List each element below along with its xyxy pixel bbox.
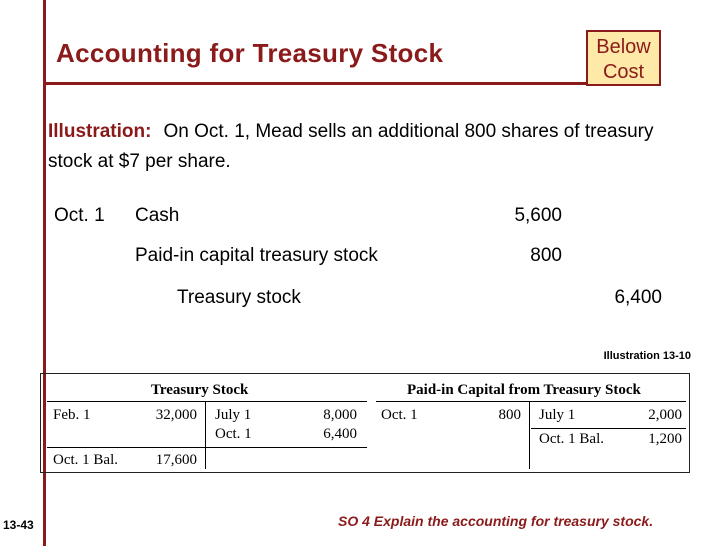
t-account-top-rule xyxy=(47,401,367,402)
ts-left-value-1: 32,000 xyxy=(155,407,197,423)
ts-right-value-2: 6,400 xyxy=(323,426,357,442)
badge-line-1: Below xyxy=(596,36,651,58)
pic-left-value-1: 800 xyxy=(498,407,522,423)
slide-number: 13-43 xyxy=(3,518,34,532)
pic-right-value-1: 2,000 xyxy=(648,407,682,423)
journal-account-treasury: Treasury stock xyxy=(177,287,301,308)
title-underline xyxy=(43,82,593,85)
below-cost-badge: Below Cost xyxy=(586,30,661,86)
t-accounts-panel: Treasury Stock Feb. 1 32,000 July 1 8,00… xyxy=(40,373,690,473)
t-account-title-paid-in: Paid-in Capital from Treasury Stock xyxy=(407,382,641,398)
t-account-top-rule xyxy=(376,401,686,402)
illustration-paragraph: Illustration: On Oct. 1, Mead sells an ad… xyxy=(48,117,688,177)
study-objective-text: SO 4 Explain the accounting for treasury… xyxy=(338,513,654,529)
pic-right-label-1: July 1 xyxy=(539,407,576,423)
journal-debit-paid-in: 800 xyxy=(530,245,562,266)
t-account-balance-rule xyxy=(531,428,686,429)
journal-credit-treasury: 6,400 xyxy=(614,287,662,308)
pic-right-value-2: 1,200 xyxy=(648,431,682,447)
journal-account-cash: Cash xyxy=(135,205,180,226)
journal-debit-cash: 5,600 xyxy=(514,205,562,226)
ts-right-value-1: 8,000 xyxy=(323,407,357,423)
illustration-reference: Illustration 13-10 xyxy=(603,350,691,362)
ts-left-label-2: Oct. 1 Bal. xyxy=(53,452,118,468)
page-title: Accounting for Treasury Stock xyxy=(56,38,444,68)
t-account-title-treasury: Treasury Stock xyxy=(151,382,249,398)
ts-right-label-1: July 1 xyxy=(215,407,252,423)
study-objective: SO 4 Explain the accounting for treasury… xyxy=(338,513,653,529)
ts-right-label-2: Oct. 1 xyxy=(215,426,252,442)
t-account-balance-rule xyxy=(47,447,367,448)
t-account-center-rule xyxy=(529,401,530,469)
journal-date: Oct. 1 xyxy=(54,205,105,226)
journal-account-paid-in: Paid-in capital treasury stock xyxy=(135,245,378,266)
ts-left-label-1: Feb. 1 xyxy=(53,407,91,423)
pic-left-label-1: Oct. 1 xyxy=(381,407,418,423)
illustration-text: On Oct. 1, Mead sells an additional 800 … xyxy=(48,121,654,172)
illustration-label: Illustration: xyxy=(48,121,152,142)
ts-left-value-2: 17,600 xyxy=(155,452,197,468)
left-border-line xyxy=(43,0,46,546)
pic-right-label-2: Oct. 1 Bal. xyxy=(539,431,604,447)
t-account-center-rule xyxy=(205,401,206,469)
badge-line-2: Cost xyxy=(602,61,645,83)
